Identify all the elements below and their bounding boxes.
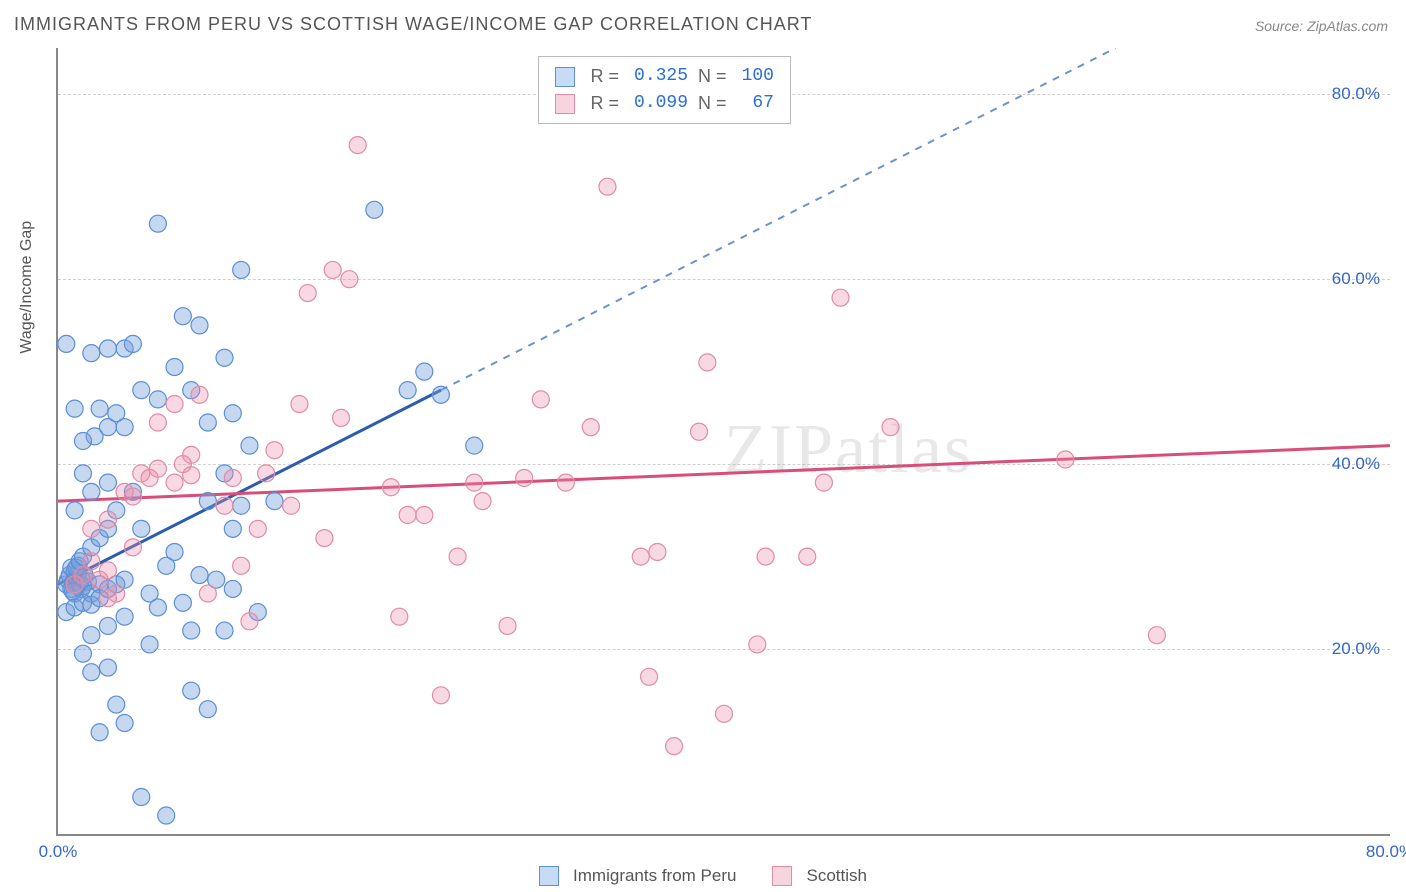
legend-label-peru: Immigrants from Peru bbox=[573, 866, 736, 886]
x-tick-origin: 0.0% bbox=[39, 842, 78, 862]
source-label: Source: ZipAtlas.com bbox=[1255, 18, 1388, 34]
correlation-legend-box: R = 0.325 N = 100R = 0.099 N = 67 bbox=[538, 56, 791, 124]
scatter-chart bbox=[58, 48, 1390, 834]
series-legend: Immigrants from Peru Scottish bbox=[539, 866, 867, 886]
x-tick-end: 80.0% bbox=[1366, 842, 1406, 862]
legend-item-scottish: Scottish bbox=[772, 866, 866, 886]
legend-item-peru: Immigrants from Peru bbox=[539, 866, 736, 886]
legend-label-scottish: Scottish bbox=[806, 866, 866, 886]
legend-swatch-peru bbox=[539, 866, 559, 886]
plot-area: ZIPatlas R = 0.325 N = 100R = 0.099 N = … bbox=[56, 48, 1390, 836]
y-axis-label: Wage/Income Gap bbox=[18, 221, 36, 354]
chart-title: IMMIGRANTS FROM PERU VS SCOTTISH WAGE/IN… bbox=[14, 14, 812, 35]
legend-swatch-scottish bbox=[772, 866, 792, 886]
